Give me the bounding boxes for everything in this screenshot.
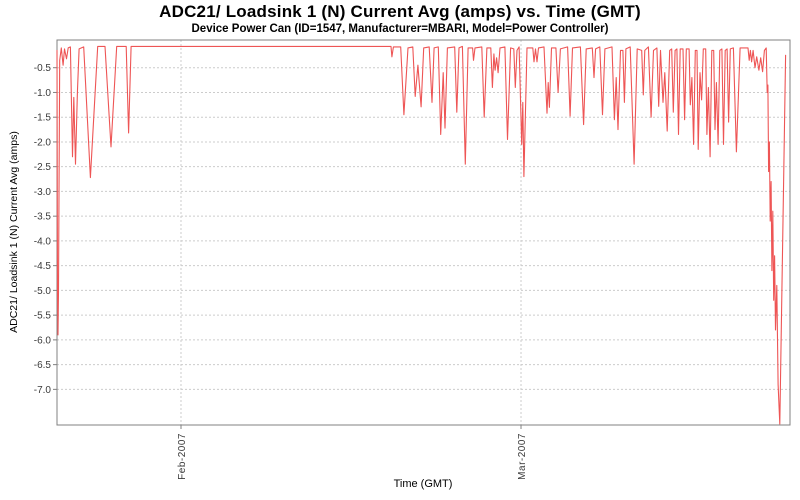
plot-border <box>56 39 791 426</box>
y-tick-label: -5.0 <box>34 286 52 297</box>
x-tick-label: Mar-2007 <box>517 433 528 480</box>
y-tick-label: -5.5 <box>34 311 52 322</box>
series-line <box>56 45 787 425</box>
x-tick-label: Feb-2007 <box>177 433 188 480</box>
y-tick-label: -0.5 <box>34 63 52 74</box>
x-axis-title: Time (GMT) <box>393 478 453 490</box>
y-tick-label: -1.5 <box>34 113 52 124</box>
y-axis-title: ADC21/ Loadsink 1 (N) Current Avg (amps) <box>8 131 20 333</box>
y-tick-label: -6.5 <box>34 360 52 371</box>
y-tick-label: -2.0 <box>34 137 52 148</box>
y-tick-label: -4.5 <box>34 261 52 272</box>
y-tick-label: -3.5 <box>34 212 52 223</box>
y-tick-label: -3.0 <box>34 187 52 198</box>
y-tick-label: -6.0 <box>34 335 52 346</box>
chart-subtitle: Device Power Can (ID=1547, Manufacturer=… <box>191 23 609 35</box>
chart-title: ADC21/ Loadsink 1 (N) Current Avg (amps)… <box>159 2 641 21</box>
y-tick-label: -1.0 <box>34 88 52 99</box>
y-tick-label: -7.0 <box>34 385 52 396</box>
y-tick-label: -4.0 <box>34 236 52 247</box>
y-tick-label: -2.5 <box>34 162 52 173</box>
